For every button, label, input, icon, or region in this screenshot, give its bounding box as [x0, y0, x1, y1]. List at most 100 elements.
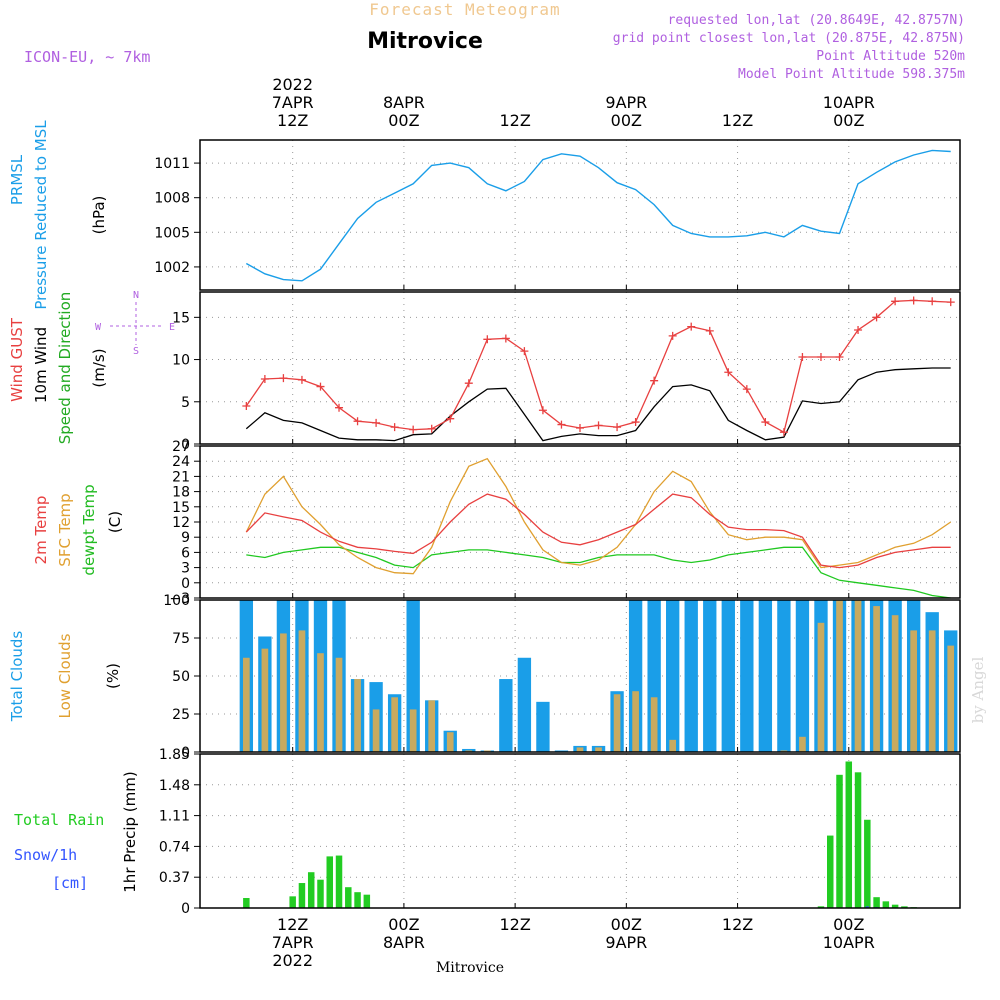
bottom-time-label: 00Z — [833, 915, 864, 934]
pressure-panel: 1002 1005 1008 1011 — [154, 139, 961, 291]
low-clouds-bar — [650, 697, 658, 752]
low-clouds-bar — [669, 739, 677, 752]
gust-marker — [891, 297, 900, 306]
sfc-label: SFC Temp — [56, 493, 74, 566]
top-time-label: 12Z — [277, 111, 308, 130]
top-time-label: 8APR — [383, 93, 425, 112]
low-clouds-bar — [817, 622, 825, 752]
clouds-ytick-label: 0 — [181, 745, 190, 761]
precip-labels: Total Rain Snow/1h [cm] 1hr Precip (mm) — [14, 771, 139, 892]
precip-frame — [199, 753, 961, 909]
pressure-ytick-label: 1005 — [154, 225, 190, 241]
precipitation-panel: 0 0.37 0.74 1.11 1.48 1.85 — [159, 747, 961, 917]
temp-ytick-label: 0 — [181, 576, 190, 592]
top-time-label: 00Z — [611, 111, 642, 130]
low-clouds-bar — [576, 747, 584, 752]
top-time-label: 10APR — [823, 93, 875, 112]
gust-marker — [779, 428, 788, 437]
temp-ytick-label: 18 — [172, 485, 190, 501]
wind10-label: 10m Wind — [32, 327, 50, 403]
gust-marker — [798, 353, 807, 362]
rain-bar — [891, 904, 899, 908]
gust-marker — [613, 423, 622, 432]
precip-ytick-label: 0 — [181, 901, 190, 917]
rain-bar — [317, 879, 324, 908]
rain-bar — [243, 898, 250, 908]
supertitle: Forecast Meteogram — [369, 0, 560, 19]
low-clouds-bar — [836, 600, 843, 752]
top-time-label: 7APR — [272, 93, 314, 112]
low-clouds-bar — [354, 679, 361, 752]
temp-ytick-label: 3 — [181, 561, 190, 577]
top-time-label: 2022 — [272, 75, 313, 94]
temp-ytick-label: 24 — [172, 454, 190, 470]
gust-marker — [372, 418, 381, 427]
gust-marker — [668, 331, 677, 340]
total-clouds-bar — [536, 701, 550, 752]
total-clouds-bar — [499, 679, 513, 752]
clouds-unit: (%) — [104, 663, 122, 689]
wind-ytick-label: 0 — [181, 437, 190, 453]
rain-bar — [854, 772, 862, 908]
gust-marker — [520, 347, 529, 356]
low-clouds-bar — [317, 653, 324, 752]
temp-ytick-label: 9 — [181, 530, 190, 546]
rain-bar — [335, 855, 343, 908]
top-time-label: 9APR — [605, 93, 647, 112]
bottom-time-label: 00Z — [388, 915, 419, 934]
gust-marker — [409, 425, 418, 434]
bottom-time-label: 7APR — [272, 933, 314, 952]
clouds-frame — [199, 599, 961, 753]
low-clouds-bar — [335, 657, 343, 752]
gust-marker — [427, 424, 436, 433]
temp-unit: (C) — [106, 511, 124, 533]
pressure-frame — [199, 139, 961, 291]
rain-bar — [827, 835, 834, 908]
gust-marker — [260, 374, 269, 383]
gust-marker — [594, 421, 603, 430]
sfc-temp-line — [245, 457, 952, 575]
gust-marker — [705, 326, 714, 335]
grid-point-location: grid point closest lon,lat (20.875E, 42.… — [613, 31, 965, 46]
gust-marker — [464, 379, 473, 388]
rain-bar — [901, 906, 908, 908]
gust-marker — [835, 353, 844, 362]
top-time-label: 00Z — [388, 111, 419, 130]
low-clouds-bar — [428, 700, 436, 752]
t2m-line — [245, 493, 951, 569]
wind-labels: Wind GUST 10m Wind Speed and Direction (… — [8, 290, 175, 444]
pressure-label-1: PRMSL — [8, 154, 26, 205]
total-clouds-bar — [684, 600, 698, 752]
low-clouds-bar — [243, 657, 250, 752]
bottom-time-label: 12Z — [277, 915, 308, 934]
compass-rose: N S W E — [95, 290, 175, 357]
pressure-label-2: Pressure Reduced to MSL — [32, 120, 50, 310]
requested-location: requested lon,lat (20.8649E, 42.8757N) — [668, 13, 965, 28]
total-clouds-bar — [795, 600, 810, 752]
gust-marker — [928, 297, 937, 306]
point-altitude: Point Altitude 520m — [816, 49, 965, 64]
pressure-ytick-label: 1008 — [154, 191, 190, 207]
watermark: by Angel — [969, 656, 987, 723]
rain-bar — [363, 894, 371, 908]
pressure-ytick-label: 1011 — [154, 156, 190, 172]
total-clouds-bar — [703, 600, 717, 752]
gust-marker — [724, 368, 733, 377]
wind-ytick-label: 5 — [181, 395, 190, 411]
temp-ytick-label: 21 — [172, 469, 190, 485]
bottom-time-label: 00Z — [611, 915, 642, 934]
wind-unit: (m/s) — [90, 348, 108, 387]
low-clouds-bar — [780, 750, 788, 752]
total-clouds-bar — [517, 657, 532, 752]
gust-marker — [909, 296, 918, 305]
low-clouds-bar — [854, 600, 862, 752]
wind-panel: 0 5 10 15 — [172, 291, 961, 453]
gust-marker — [816, 353, 825, 362]
bottom-caption: Mitrovice — [436, 960, 504, 976]
low-clouds-bar — [280, 633, 287, 752]
pressure-labels: PRMSL Pressure Reduced to MSL (hPa) — [8, 120, 108, 310]
clouds-ytick-label: 75 — [172, 631, 190, 647]
clouds-ytick-label: 100 — [163, 593, 190, 609]
precip-ytick-label: 1.11 — [159, 809, 190, 825]
